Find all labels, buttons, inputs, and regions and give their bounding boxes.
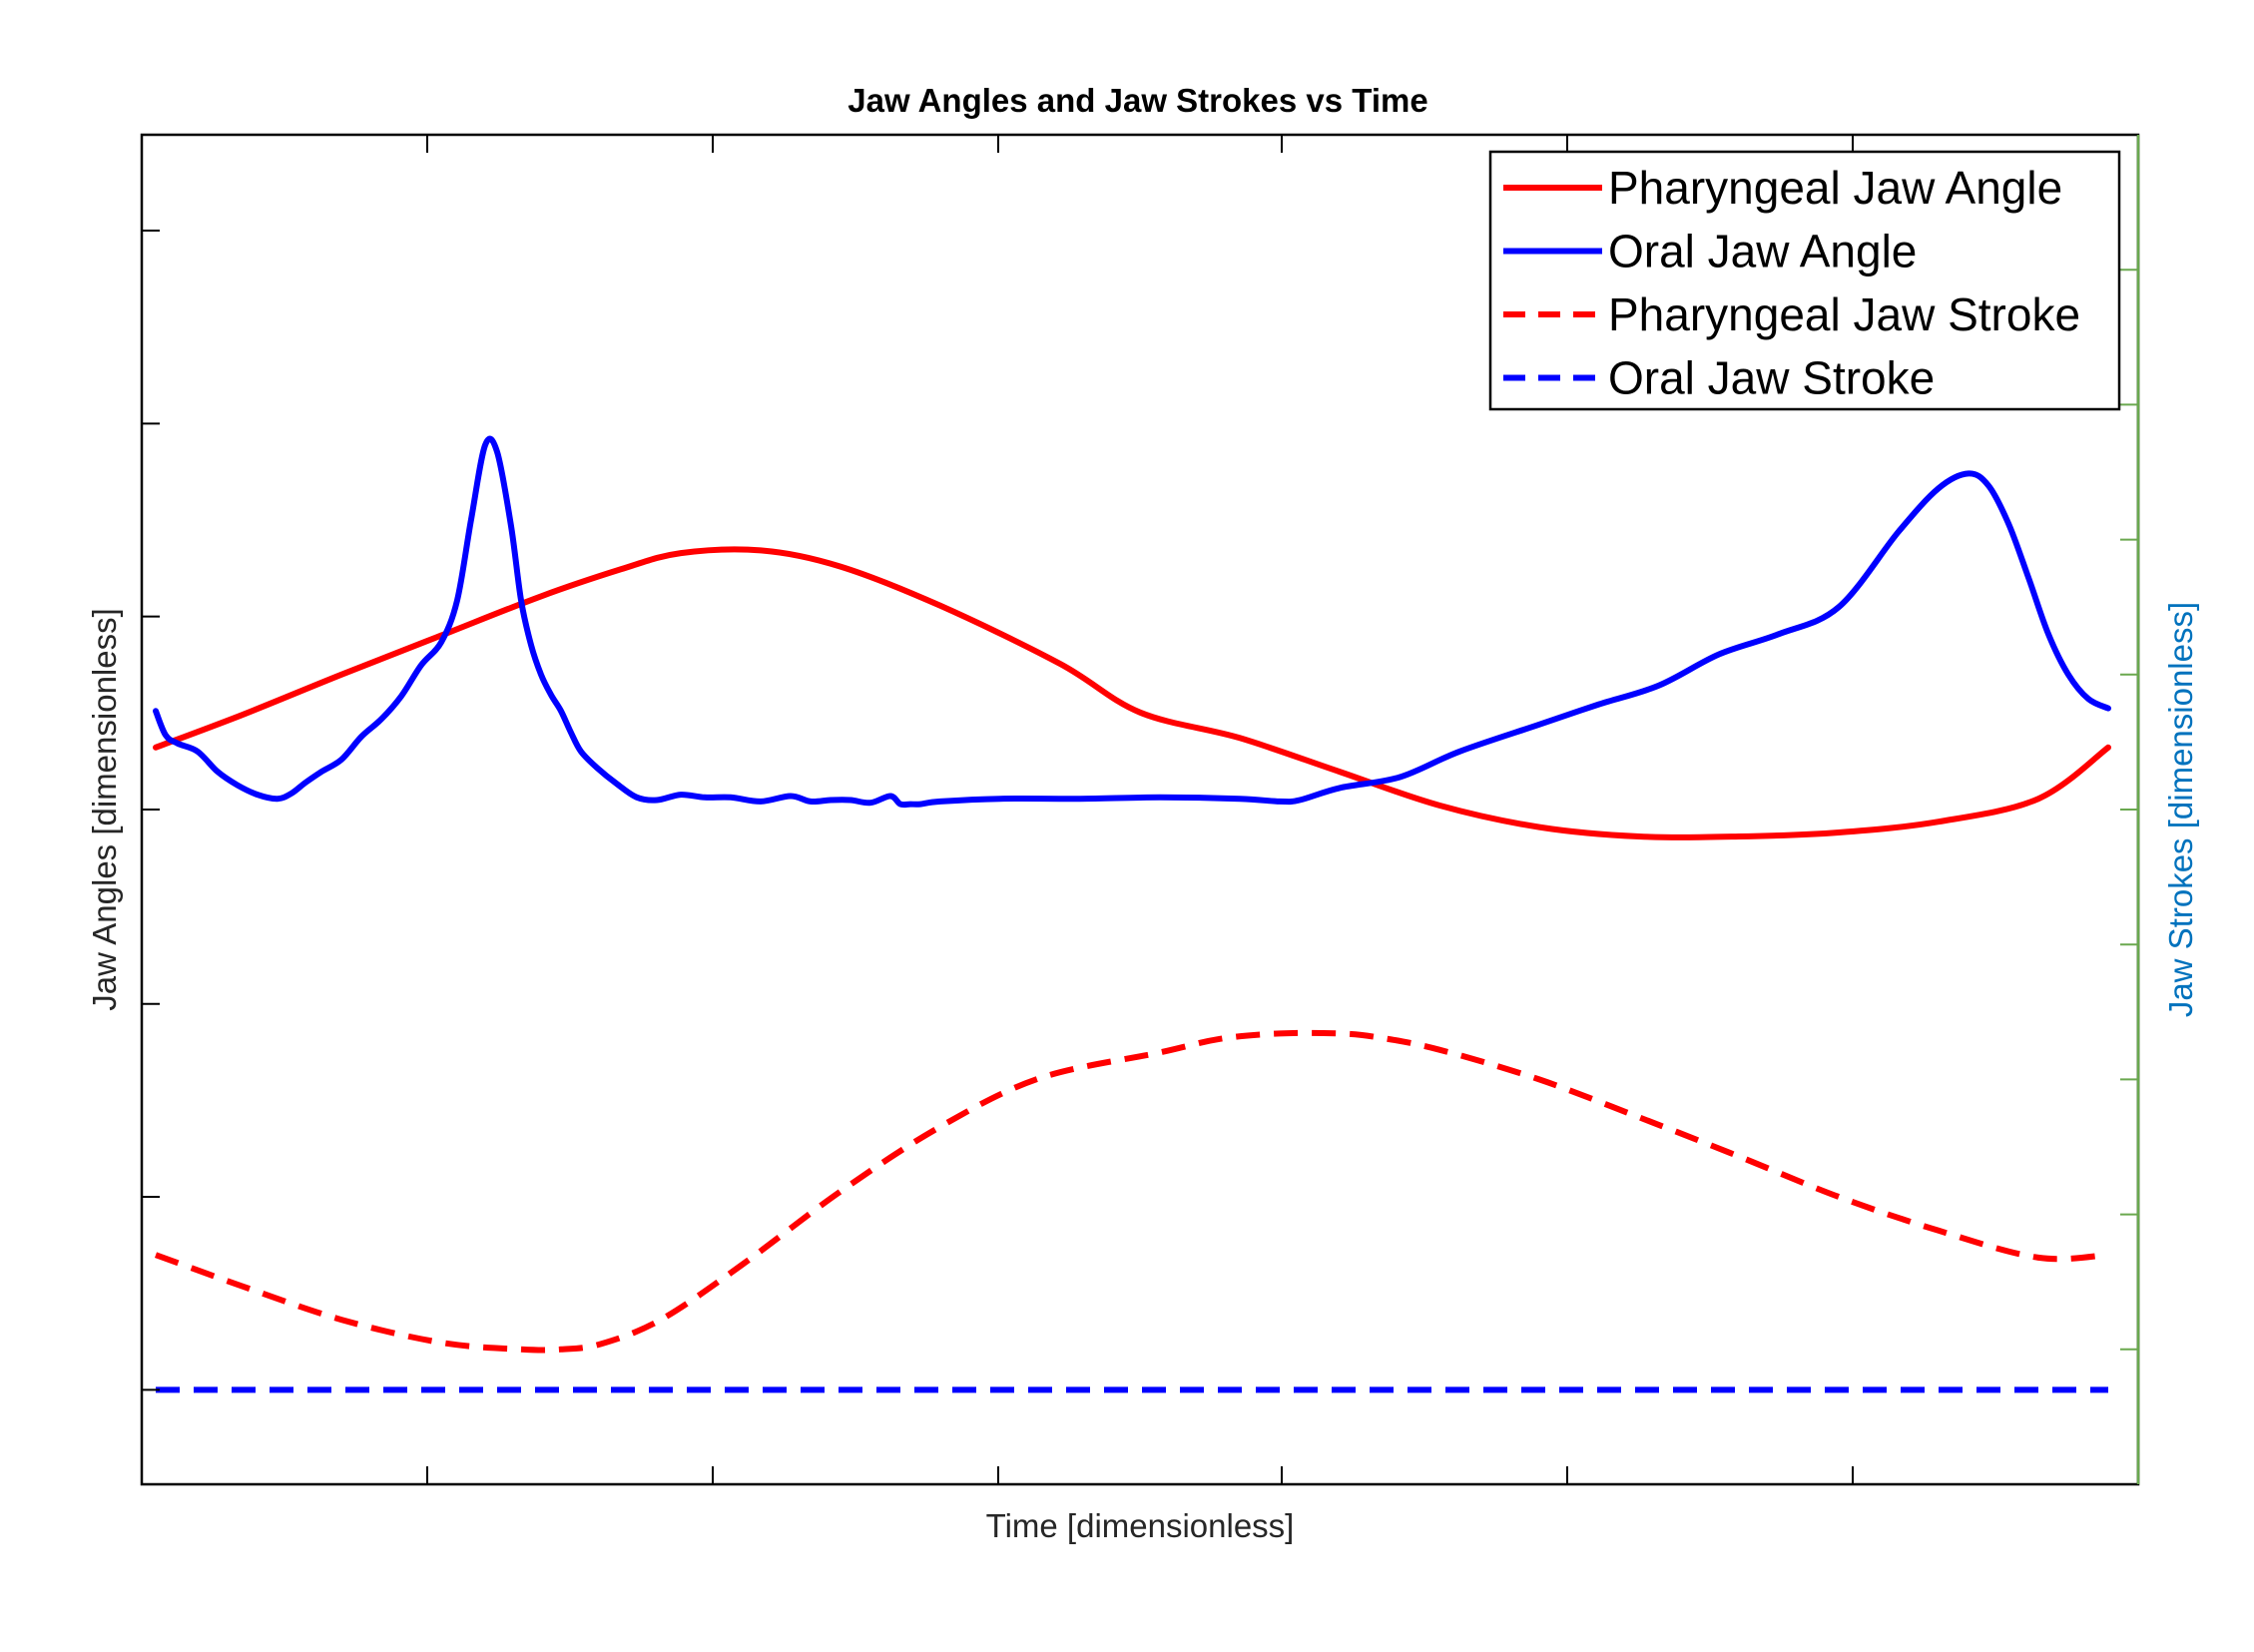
series-line-pharyngeal-jaw-stroke: [154, 1029, 2109, 1354]
legend-label-pharyngeal-jaw-stroke: Pharyngeal Jaw Stroke: [1608, 288, 2080, 340]
legend-label-oral-jaw-angle: Oral Jaw Angle: [1608, 226, 1917, 277]
legend-box: [1488, 150, 2121, 411]
legend[interactable]: Pharyngeal Jaw Angle Oral Jaw Angle Pharyn…: [1488, 150, 2121, 411]
series-layer: [153, 435, 2111, 1393]
x-axis-label: Time [dimensionless]: [986, 1507, 1295, 1544]
ticks-layer: [142, 135, 2138, 1484]
series-line-pharyngeal-jaw-angle: [153, 546, 2111, 840]
legend-label-oral-jaw-stroke: Oral Jaw Stroke: [1608, 352, 1935, 404]
left-y-axis-label: Jaw Angles [dimensionless]: [86, 608, 123, 1011]
legend-items: Pharyngeal Jaw Angle Oral Jaw Angle Pharyn…: [1503, 162, 2080, 404]
chart-title: Jaw Angles and Jaw Strokes vs Time: [847, 82, 1427, 119]
series-line-oral-jaw-angle: [153, 435, 2111, 809]
right-y-axis-label: Jaw Strokes [dimensionless]: [2162, 602, 2199, 1017]
legend-label-pharyngeal-jaw-angle: Pharyngeal Jaw Angle: [1608, 162, 2062, 214]
